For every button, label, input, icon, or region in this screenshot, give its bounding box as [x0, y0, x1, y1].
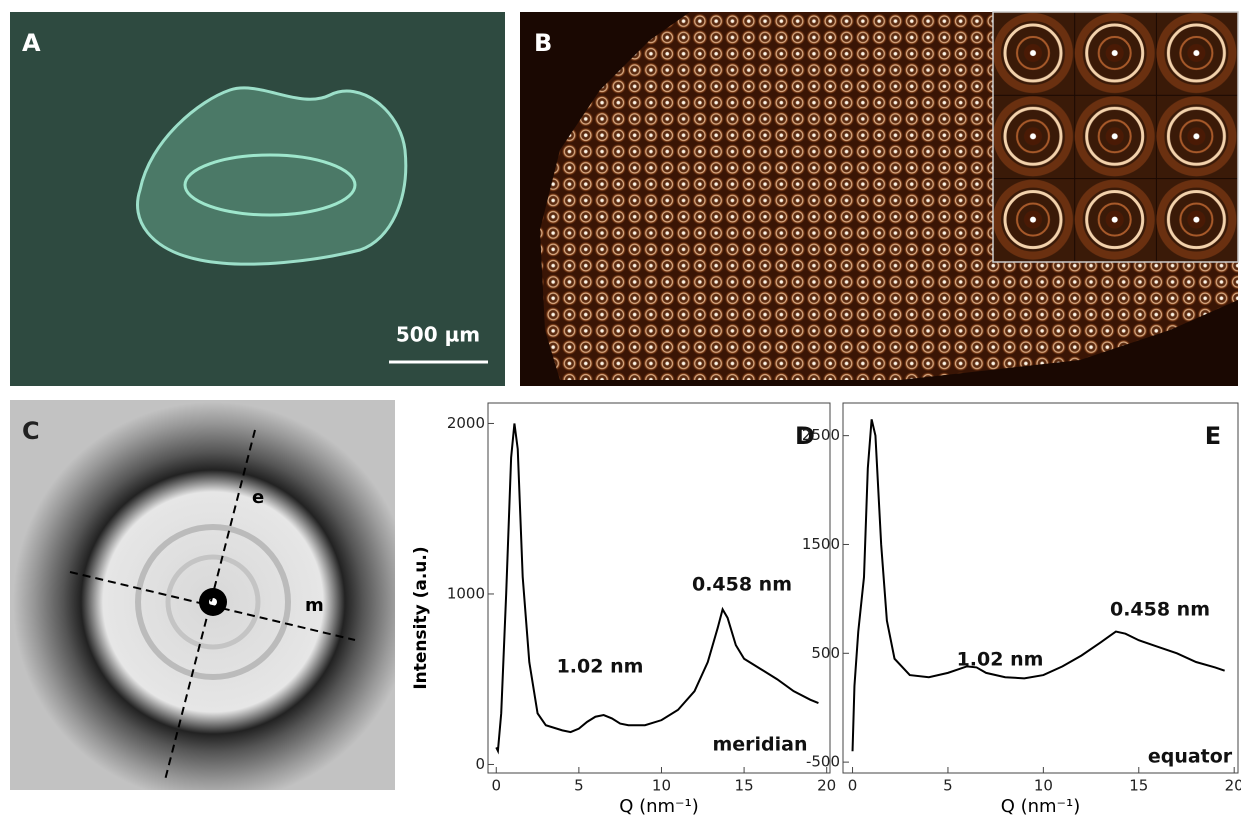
annotation: 1.02 nm	[957, 649, 1044, 671]
x-tick-label: 5	[943, 777, 953, 795]
y-axis-label: Intensity (a.u.)	[411, 546, 431, 689]
x-axis-label: Q (nm⁻¹)	[1001, 796, 1081, 817]
annotation: 1.02 nm	[557, 656, 644, 678]
y-tick-label: 2000	[447, 414, 485, 432]
annotation: meridian	[712, 734, 807, 756]
annotation: 0.458 nm	[692, 574, 792, 596]
x-tick-label: 15	[1129, 777, 1148, 795]
data-line	[853, 419, 1225, 751]
x-axis-label: Q (nm⁻¹)	[619, 796, 699, 817]
panel-label: B	[534, 29, 552, 57]
figure: A 500 µm B C e m 0 1000 2000 0 5 10 15 20 Q (nm⁻…	[0, 0, 1241, 821]
scale-bar-label: 500 µm	[396, 323, 480, 347]
y-tick-label: 1000	[447, 584, 485, 602]
x-tick-label: 0	[848, 777, 858, 795]
panel-label: C	[22, 417, 40, 445]
annotation: 0.458 nm	[1110, 599, 1210, 621]
x-tick-label: 0	[491, 777, 501, 795]
y-tick-label: 500	[811, 644, 840, 662]
y-tick-label: 1500	[802, 535, 840, 553]
plot-frame	[843, 403, 1238, 773]
x-tick-label: 20	[1225, 777, 1241, 795]
x-tick-label: 15	[735, 777, 754, 795]
x-tick-label: 10	[1034, 777, 1053, 795]
x-tick-label: 10	[652, 777, 671, 795]
y-tick-label: 2500	[802, 426, 840, 444]
annotation: equator	[1148, 746, 1233, 768]
axis-label: e	[252, 487, 264, 508]
panel-label: A	[22, 29, 41, 57]
x-tick-label: 5	[574, 777, 584, 795]
inset	[993, 12, 1238, 262]
panel-label: E	[1205, 422, 1221, 450]
y-tick-label: 0	[475, 755, 485, 773]
y-tick-label: -500	[806, 753, 840, 771]
x-tick-label: 20	[817, 777, 836, 795]
axis-label: m	[305, 595, 324, 616]
